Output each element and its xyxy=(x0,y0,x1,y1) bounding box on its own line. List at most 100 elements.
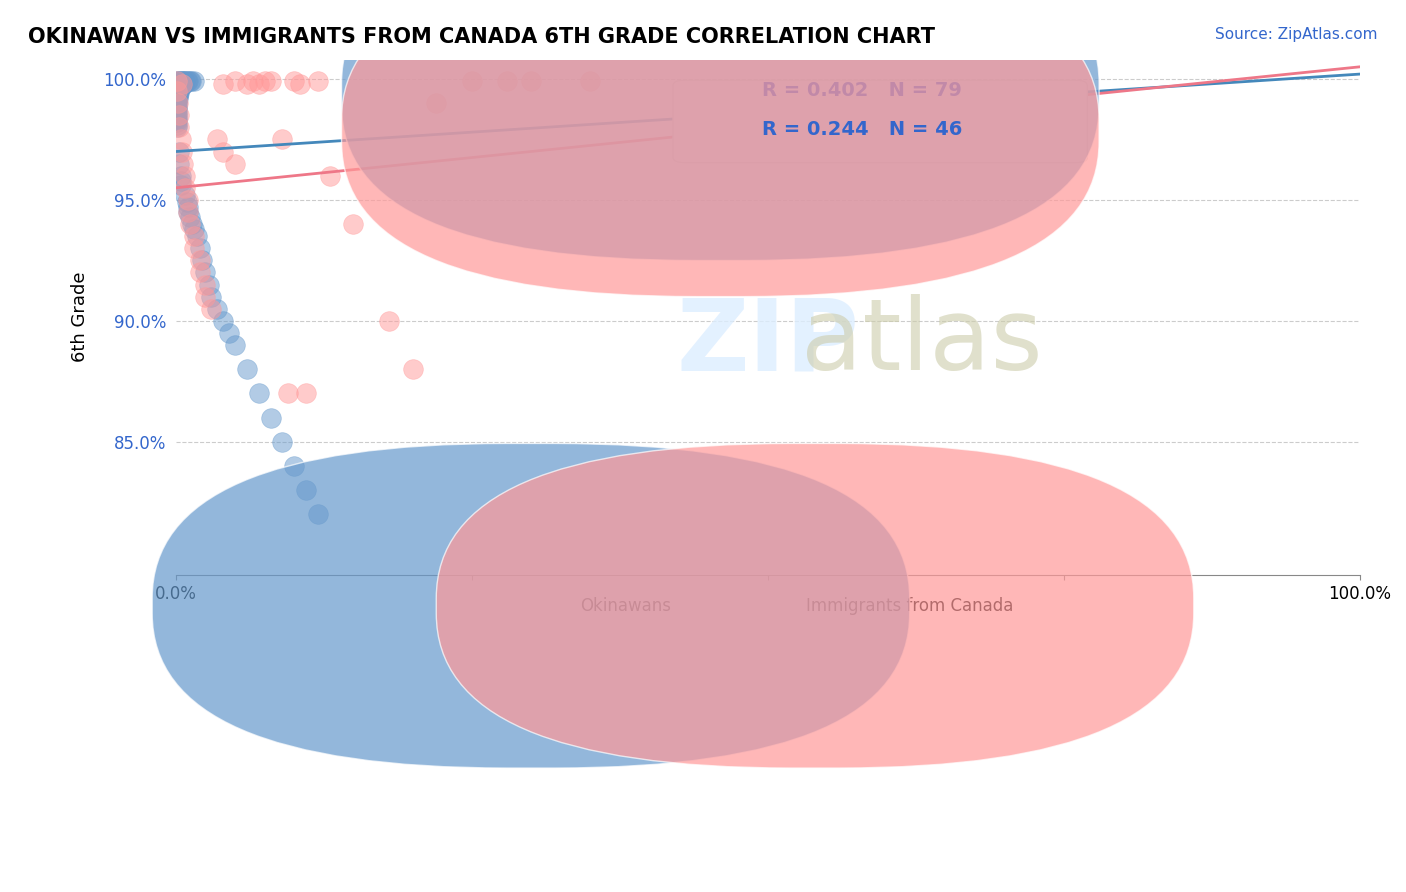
Point xyxy=(179,74,201,88)
Point xyxy=(401,362,423,376)
Point xyxy=(218,326,240,340)
Point xyxy=(169,79,191,94)
Point xyxy=(167,96,190,111)
Point xyxy=(173,74,195,88)
Point xyxy=(181,217,204,231)
Point xyxy=(167,91,190,105)
Text: OKINAWAN VS IMMIGRANTS FROM CANADA 6TH GRADE CORRELATION CHART: OKINAWAN VS IMMIGRANTS FROM CANADA 6TH G… xyxy=(28,27,935,46)
FancyBboxPatch shape xyxy=(342,0,1099,297)
Point xyxy=(425,96,447,111)
Point xyxy=(288,77,311,91)
Text: Source: ZipAtlas.com: Source: ZipAtlas.com xyxy=(1215,27,1378,42)
Point xyxy=(242,74,264,88)
Point xyxy=(194,265,217,279)
Point xyxy=(166,74,188,88)
Point xyxy=(174,169,197,183)
Text: ZIP: ZIP xyxy=(676,294,859,392)
Point xyxy=(212,145,235,159)
Point xyxy=(166,98,188,112)
Point xyxy=(173,77,195,91)
Point xyxy=(167,79,190,94)
Point xyxy=(191,253,214,268)
Point xyxy=(247,77,270,91)
Point xyxy=(169,77,191,91)
Point xyxy=(170,77,193,91)
Point xyxy=(169,87,191,101)
Point xyxy=(176,74,198,88)
Point xyxy=(224,338,246,352)
Point xyxy=(169,108,191,122)
Point xyxy=(283,458,305,473)
Point xyxy=(183,74,205,88)
Point xyxy=(166,101,188,115)
Point xyxy=(170,145,193,159)
Point xyxy=(307,508,329,522)
Point xyxy=(166,77,188,91)
Text: atlas: atlas xyxy=(801,294,1042,392)
Point xyxy=(207,132,229,146)
Point xyxy=(170,77,193,91)
Text: Okinawans: Okinawans xyxy=(581,597,671,615)
Point xyxy=(169,178,191,193)
Point xyxy=(277,386,299,401)
Point xyxy=(170,74,193,88)
Point xyxy=(169,156,191,170)
Point xyxy=(169,132,191,146)
Point xyxy=(212,314,235,328)
Point xyxy=(172,74,194,88)
Point xyxy=(183,222,205,236)
Point xyxy=(166,84,188,98)
Point xyxy=(169,79,191,94)
Point xyxy=(166,84,188,98)
Point xyxy=(194,277,217,292)
Point xyxy=(183,241,205,255)
Point xyxy=(194,290,217,304)
Point xyxy=(259,410,281,425)
Point xyxy=(295,386,318,401)
Text: R = 0.402   N = 79: R = 0.402 N = 79 xyxy=(762,81,962,100)
Point xyxy=(176,195,198,210)
Point xyxy=(166,96,188,111)
Point xyxy=(169,84,191,98)
FancyBboxPatch shape xyxy=(673,80,1087,162)
Point xyxy=(167,88,190,103)
Point xyxy=(169,120,191,135)
Point xyxy=(166,108,188,122)
Point xyxy=(307,74,329,88)
Point xyxy=(520,74,543,88)
Point xyxy=(169,173,191,187)
Point xyxy=(166,91,188,105)
Point xyxy=(496,74,519,88)
Point xyxy=(247,386,270,401)
Point xyxy=(166,87,188,101)
Point xyxy=(172,77,194,91)
Point xyxy=(180,74,202,88)
Point xyxy=(188,241,211,255)
Point xyxy=(166,105,188,120)
Point xyxy=(259,74,281,88)
Point xyxy=(166,103,188,118)
Point xyxy=(271,434,294,449)
Point xyxy=(167,77,190,91)
FancyBboxPatch shape xyxy=(436,443,1194,768)
FancyBboxPatch shape xyxy=(152,443,910,768)
FancyBboxPatch shape xyxy=(342,0,1099,260)
Point xyxy=(461,74,484,88)
Point xyxy=(174,188,197,202)
Point xyxy=(179,210,201,224)
Point xyxy=(207,301,229,316)
Point xyxy=(169,81,191,95)
Point xyxy=(167,87,190,101)
Point xyxy=(378,314,401,328)
Point xyxy=(253,74,276,88)
Point xyxy=(169,74,191,88)
Point xyxy=(174,181,197,195)
Point xyxy=(167,74,190,88)
Point xyxy=(176,200,198,214)
Point xyxy=(166,118,188,132)
Point xyxy=(271,132,294,146)
Point xyxy=(236,77,259,91)
Point xyxy=(176,205,198,219)
Point xyxy=(295,483,318,498)
Point xyxy=(166,74,188,88)
